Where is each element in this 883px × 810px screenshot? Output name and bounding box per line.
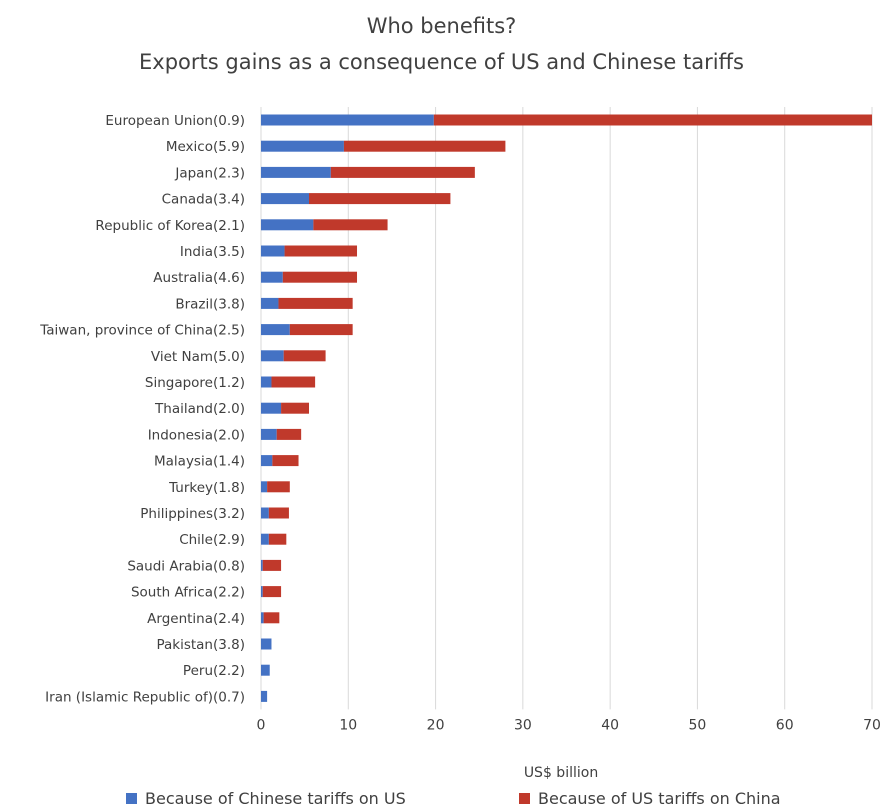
bar-segment-us-tariffs xyxy=(309,193,451,205)
category-label: Saudi Arabia(0.8) xyxy=(127,558,245,574)
category-label: Chile(2.9) xyxy=(179,532,245,548)
bar-segment-chinese-tariffs xyxy=(261,533,269,545)
bar-segment-us-tariffs xyxy=(433,114,872,126)
bar-segment-chinese-tariffs xyxy=(261,428,277,440)
bar-segment-us-tariffs xyxy=(282,271,358,283)
bar-segment-us-tariffs xyxy=(276,428,302,440)
x-tick-label: 40 xyxy=(601,717,619,733)
bar-segment-us-tariffs xyxy=(263,612,280,624)
bar-segment-us-tariffs xyxy=(343,140,506,152)
category-label: Thailand(2.0) xyxy=(154,401,245,417)
category-label: Taiwan, province of China(2.5) xyxy=(39,323,245,339)
category-label: Argentina(2.4) xyxy=(147,611,245,627)
bar-layer xyxy=(261,114,872,702)
category-label: Japan(2.3) xyxy=(174,165,245,181)
category-label: Iran (Islamic Republic of)(0.7) xyxy=(45,689,245,705)
category-label: European Union(0.9) xyxy=(105,113,245,129)
chart-title: Who benefits? xyxy=(366,14,517,38)
category-label: South Africa(2.2) xyxy=(131,585,245,601)
bar-segment-us-tariffs xyxy=(313,219,388,231)
grid-layer xyxy=(260,107,873,710)
bar-segment-chinese-tariffs xyxy=(261,324,290,336)
x-tick-label: 60 xyxy=(776,717,794,733)
bar-segment-chinese-tariffs xyxy=(261,664,270,676)
x-tick-label: 30 xyxy=(514,717,532,733)
bar-segment-chinese-tariffs xyxy=(261,376,272,388)
category-label: Republic of Korea(2.1) xyxy=(95,218,245,234)
bar-segment-us-tariffs xyxy=(278,297,353,309)
bar-segment-chinese-tariffs xyxy=(261,612,264,624)
bar-segment-us-tariffs xyxy=(268,533,287,545)
category-label: Brazil(3.8) xyxy=(175,296,245,312)
bar-segment-chinese-tariffs xyxy=(261,245,285,257)
bar-segment-chinese-tariffs xyxy=(261,481,268,493)
category-label-layer: European Union(0.9) Mexico(5.9) Japan(2.3)… xyxy=(39,113,245,705)
category-label: Canada(3.4) xyxy=(162,192,245,208)
x-axis-title: US$ billion xyxy=(524,765,598,781)
x-tick-label: 20 xyxy=(427,717,445,733)
bar-segment-chinese-tariffs xyxy=(261,114,434,126)
legend-label: Because of Chinese tariffs on US xyxy=(145,789,406,808)
category-label: Turkey(1.8) xyxy=(168,480,245,496)
category-label: Peru(2.2) xyxy=(183,663,245,679)
bar-segment-us-tariffs xyxy=(272,455,299,467)
bar-segment-chinese-tariffs xyxy=(261,586,263,598)
bar-segment-us-tariffs xyxy=(289,324,353,336)
bar-segment-us-tariffs xyxy=(271,376,316,388)
x-tick-layer: 0 10 20 30 40 50 60 70 xyxy=(257,717,881,733)
bar-segment-us-tariffs xyxy=(268,507,289,519)
category-label: Mexico(5.9) xyxy=(166,139,245,155)
x-tick-label: 10 xyxy=(339,717,357,733)
bar-segment-chinese-tariffs xyxy=(261,507,269,519)
bar-segment-us-tariffs xyxy=(330,166,475,178)
category-label: Viet Nam(5.0) xyxy=(151,349,245,365)
bar-segment-us-tariffs xyxy=(262,559,282,571)
bar-segment-us-tariffs xyxy=(283,350,326,362)
bar-segment-chinese-tariffs xyxy=(261,402,282,414)
x-tick-label: 0 xyxy=(257,717,266,733)
bar-segment-chinese-tariffs xyxy=(261,690,268,702)
chart-subtitle: Exports gains as a consequence of US and… xyxy=(139,50,744,74)
legend-swatch xyxy=(126,793,137,804)
bar-segment-chinese-tariffs xyxy=(261,219,314,231)
bar-segment-chinese-tariffs xyxy=(261,140,344,152)
bar-segment-us-tariffs xyxy=(284,245,358,257)
bar-segment-chinese-tariffs xyxy=(261,455,273,467)
legend-label: Because of US tariffs on China xyxy=(538,789,781,808)
category-label: Indonesia(2.0) xyxy=(148,427,245,443)
legend: Because of Chinese tariffs on US Because … xyxy=(126,789,781,808)
bar-segment-chinese-tariffs xyxy=(261,297,279,309)
category-label: India(3.5) xyxy=(180,244,245,260)
category-label: Malaysia(1.4) xyxy=(154,454,245,470)
category-label: Philippines(3.2) xyxy=(140,506,245,522)
bar-segment-chinese-tariffs xyxy=(261,638,272,650)
bar-segment-us-tariffs xyxy=(262,586,282,598)
bar-segment-chinese-tariffs xyxy=(261,350,284,362)
bar-segment-chinese-tariffs xyxy=(261,559,263,571)
bar-segment-chinese-tariffs xyxy=(261,271,283,283)
bar-segment-chinese-tariffs xyxy=(261,166,331,178)
bar-segment-us-tariffs xyxy=(267,481,290,493)
bar-segment-us-tariffs xyxy=(281,402,310,414)
x-tick-label: 50 xyxy=(689,717,707,733)
category-label: Singapore(1.2) xyxy=(145,375,245,391)
category-label: Pakistan(3.8) xyxy=(156,637,245,653)
legend-swatch xyxy=(519,793,530,804)
bar-segment-chinese-tariffs xyxy=(261,193,310,205)
x-tick-label: 70 xyxy=(863,717,881,733)
category-label: Australia(4.6) xyxy=(153,270,245,286)
